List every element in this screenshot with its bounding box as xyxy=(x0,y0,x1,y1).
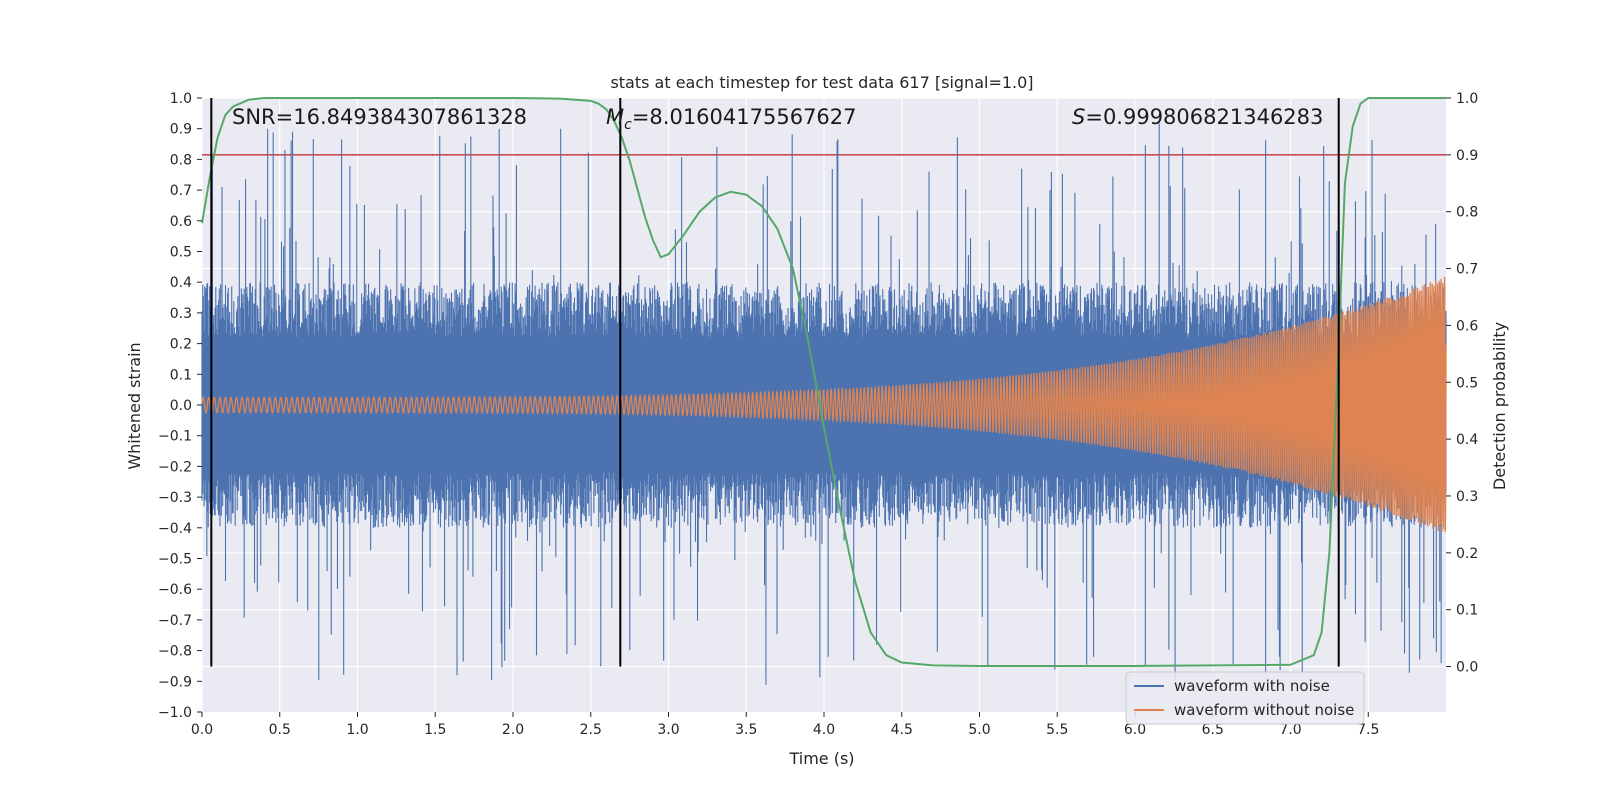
x-tick-label: 2.0 xyxy=(502,722,524,738)
y-right-axis-label: Detection probability xyxy=(1490,322,1509,490)
y-right-axis-ticks: 0.0 0.1 0.2 0.3 0.4 0.5 0.6 0.7 0.8 0.9 1.0 xyxy=(1446,91,1478,676)
y-right-tick-label: 0.7 xyxy=(1456,262,1478,278)
x-tick-label: 3.0 xyxy=(657,722,679,738)
clean-waveform-path xyxy=(201,276,1447,533)
y-left-tick-label: 0.8 xyxy=(170,152,192,168)
y-left-tick-label: 0.6 xyxy=(170,214,192,230)
x-axis-ticks: 0.0 0.5 1.0 1.5 2.0 2.5 3.0 3.5 4.0 4.5 5.0 5.5 6.0 6… xyxy=(191,712,1379,738)
y-left-tick-label: −0.7 xyxy=(158,613,192,629)
chart-title: stats at each timestep for test data 617… xyxy=(610,73,1033,92)
score-symbol: S xyxy=(1072,105,1085,129)
vertical-markers xyxy=(210,98,1340,667)
legend-label-noisy: waveform with noise xyxy=(1174,677,1330,695)
x-tick-label: 0.5 xyxy=(269,722,291,738)
y-left-tick-label: −0.4 xyxy=(158,521,192,537)
x-tick-label: 1.5 xyxy=(424,722,446,738)
legend-label-clean: waveform without noise xyxy=(1174,701,1354,719)
legend: waveform with noise waveform without noi… xyxy=(1125,671,1365,725)
probability-curve-path xyxy=(201,97,1446,667)
y-left-tick-label: −0.5 xyxy=(158,552,192,568)
chirp-mass-annotation: Mc=8.01604175567627 xyxy=(606,105,857,133)
y-left-tick-label: 1.0 xyxy=(170,91,192,107)
series-detection-probability xyxy=(201,97,1446,667)
x-axis-label: Time (s) xyxy=(788,749,854,768)
x-tick-label: 0.0 xyxy=(191,722,213,738)
series-waveform-without-noise xyxy=(201,276,1447,533)
x-tick-label: 5.5 xyxy=(1046,722,1068,738)
y-left-tick-label: 0.7 xyxy=(170,183,192,199)
x-tick-label: 5.0 xyxy=(968,722,990,738)
chirp-mass-symbol: M xyxy=(606,105,624,129)
x-tick-label: 6.0 xyxy=(1124,722,1146,738)
y-left-tick-label: −0.3 xyxy=(158,490,192,506)
y-right-tick-label: 0.3 xyxy=(1456,489,1478,505)
y-right-tick-label: 0.2 xyxy=(1456,546,1478,562)
chirp-mass-subscript: c xyxy=(624,117,632,133)
y-right-tick-label: 0.6 xyxy=(1456,318,1478,334)
snr-annotation: SNR=16.849384307861328 xyxy=(232,105,527,129)
y-left-axis-label: Whitened strain xyxy=(125,342,144,469)
y-right-tick-label: 0.9 xyxy=(1456,148,1478,164)
y-left-tick-label: 0.0 xyxy=(170,398,192,414)
y-left-tick-label: −0.6 xyxy=(158,582,192,598)
x-tick-label: 7.5 xyxy=(1357,722,1379,738)
x-tick-label: 6.5 xyxy=(1202,722,1224,738)
x-tick-label: 2.5 xyxy=(580,722,602,738)
y-left-tick-label: 0.3 xyxy=(170,306,192,322)
y-right-tick-label: 1.0 xyxy=(1456,91,1478,107)
x-tick-label: 7.0 xyxy=(1279,722,1301,738)
y-left-tick-label: −0.9 xyxy=(158,674,192,690)
y-left-tick-label: 0.4 xyxy=(170,275,192,291)
y-left-tick-label: 0.1 xyxy=(170,367,192,383)
chirp-mass-value: =8.01604175567627 xyxy=(632,105,857,129)
y-left-tick-label: −1.0 xyxy=(158,705,192,721)
x-tick-label: 1.0 xyxy=(346,722,368,738)
y-left-tick-label: −0.2 xyxy=(158,459,192,475)
x-tick-label: 3.5 xyxy=(735,722,757,738)
score-annotation: S=0.999806821346283 xyxy=(1072,105,1323,129)
y-left-tick-label: 0.2 xyxy=(170,337,192,353)
y-right-tick-label: 0.5 xyxy=(1456,375,1478,391)
y-right-tick-label: 0.8 xyxy=(1456,205,1478,221)
y-left-tick-label: −0.8 xyxy=(158,644,192,660)
y-right-tick-label: 0.4 xyxy=(1456,432,1478,448)
y-right-tick-label: 0.0 xyxy=(1456,660,1478,676)
y-left-tick-label: −0.1 xyxy=(158,429,192,445)
x-tick-label: 4.0 xyxy=(813,722,835,738)
legend-box xyxy=(1125,671,1365,725)
y-left-tick-label: 0.9 xyxy=(170,122,192,138)
y-left-axis-ticks: −1.0 −0.9 −0.8 −0.7 −0.6 −0.5 −0.4 −0.3 −0.2 −0.1… xyxy=(158,91,202,721)
y-right-tick-label: 0.1 xyxy=(1456,603,1478,619)
y-left-tick-label: 0.5 xyxy=(170,245,192,261)
x-tick-label: 4.5 xyxy=(891,722,913,738)
score-value: =0.999806821346283 xyxy=(1085,105,1323,129)
